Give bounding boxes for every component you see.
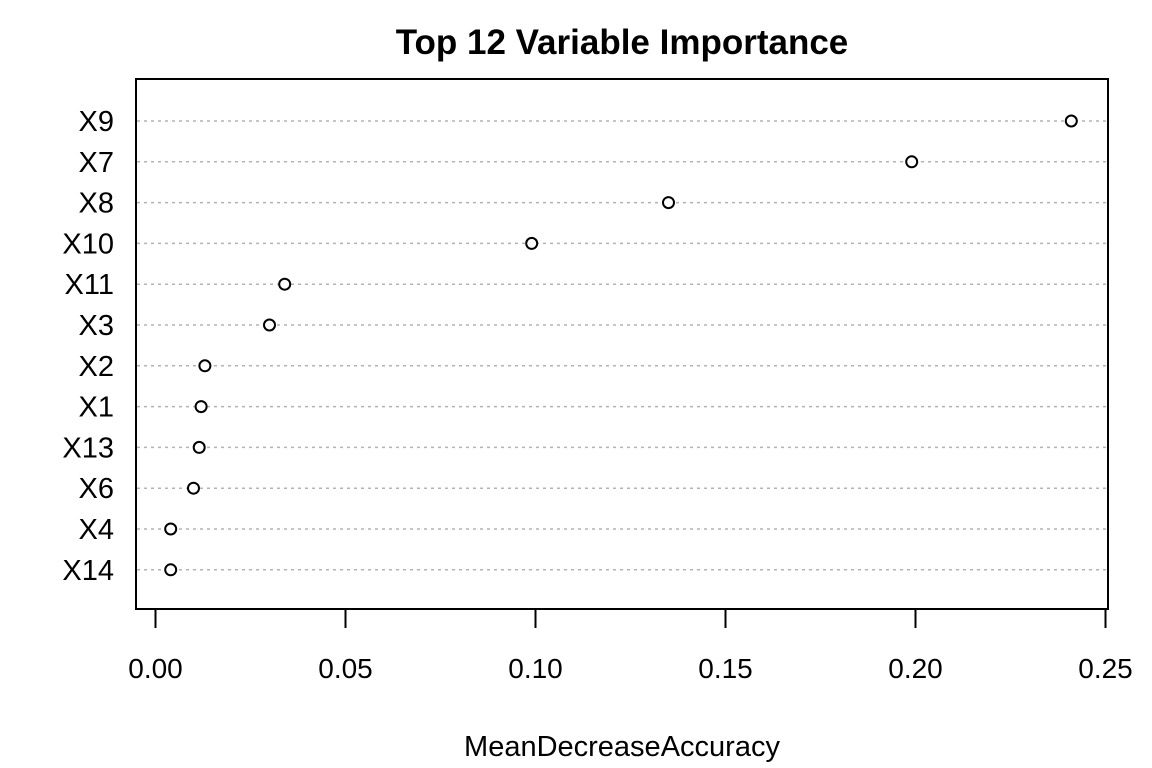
points-layer (164, 114, 1078, 577)
x-tick-label: 0.00 (128, 653, 183, 684)
data-point-x3 (263, 318, 276, 332)
y-tick-label-x6: X6 (79, 473, 114, 505)
data-point-x11 (278, 277, 292, 291)
data-point-x14 (164, 563, 178, 577)
y-tick-label-x4: X4 (79, 514, 114, 546)
data-point-x2 (198, 359, 212, 373)
x-tick-label: 0.10 (508, 653, 563, 684)
data-point-x4 (164, 522, 178, 536)
x-tick-label: 0.15 (698, 653, 753, 684)
x-axis: 0.00 0.05 0.10 0.15 0.20 0.25 (128, 608, 1133, 684)
data-point-x6 (187, 481, 200, 495)
data-point-x10 (525, 236, 539, 250)
y-tick-label-x10: X10 (62, 228, 114, 260)
y-tick-label-x7: X7 (79, 147, 114, 179)
y-tick-label-x2: X2 (79, 351, 114, 383)
data-point-x13 (192, 440, 206, 454)
x-axis-label: MeanDecreaseAccuracy (464, 731, 780, 763)
y-tick-label-x3: X3 (79, 310, 114, 342)
chart-title: Top 12 Variable Importance (396, 23, 849, 62)
x-tick-label: 0.05 (318, 653, 373, 684)
data-point-x1 (194, 400, 208, 414)
y-tick-label-x11: X11 (65, 269, 114, 301)
x-tick-label: 0.20 (888, 653, 943, 684)
data-point-x7 (905, 155, 919, 169)
y-tick-label-x14: X14 (62, 555, 114, 587)
grid-layer (137, 120, 1107, 571)
data-point-x8 (662, 196, 675, 210)
y-axis-labels: X9 X7 X8 X10 X11 X3 X2 X1 X13 X6 X4 X14 (62, 106, 114, 587)
data-point-x9 (1064, 114, 1078, 128)
y-tick-label-x13: X13 (62, 432, 114, 464)
y-tick-label-x9: X9 (79, 106, 114, 138)
y-tick-label-x8: X8 (79, 188, 114, 220)
x-tick-label: 0.25 (1078, 653, 1133, 684)
y-tick-label-x1: X1 (79, 392, 114, 424)
